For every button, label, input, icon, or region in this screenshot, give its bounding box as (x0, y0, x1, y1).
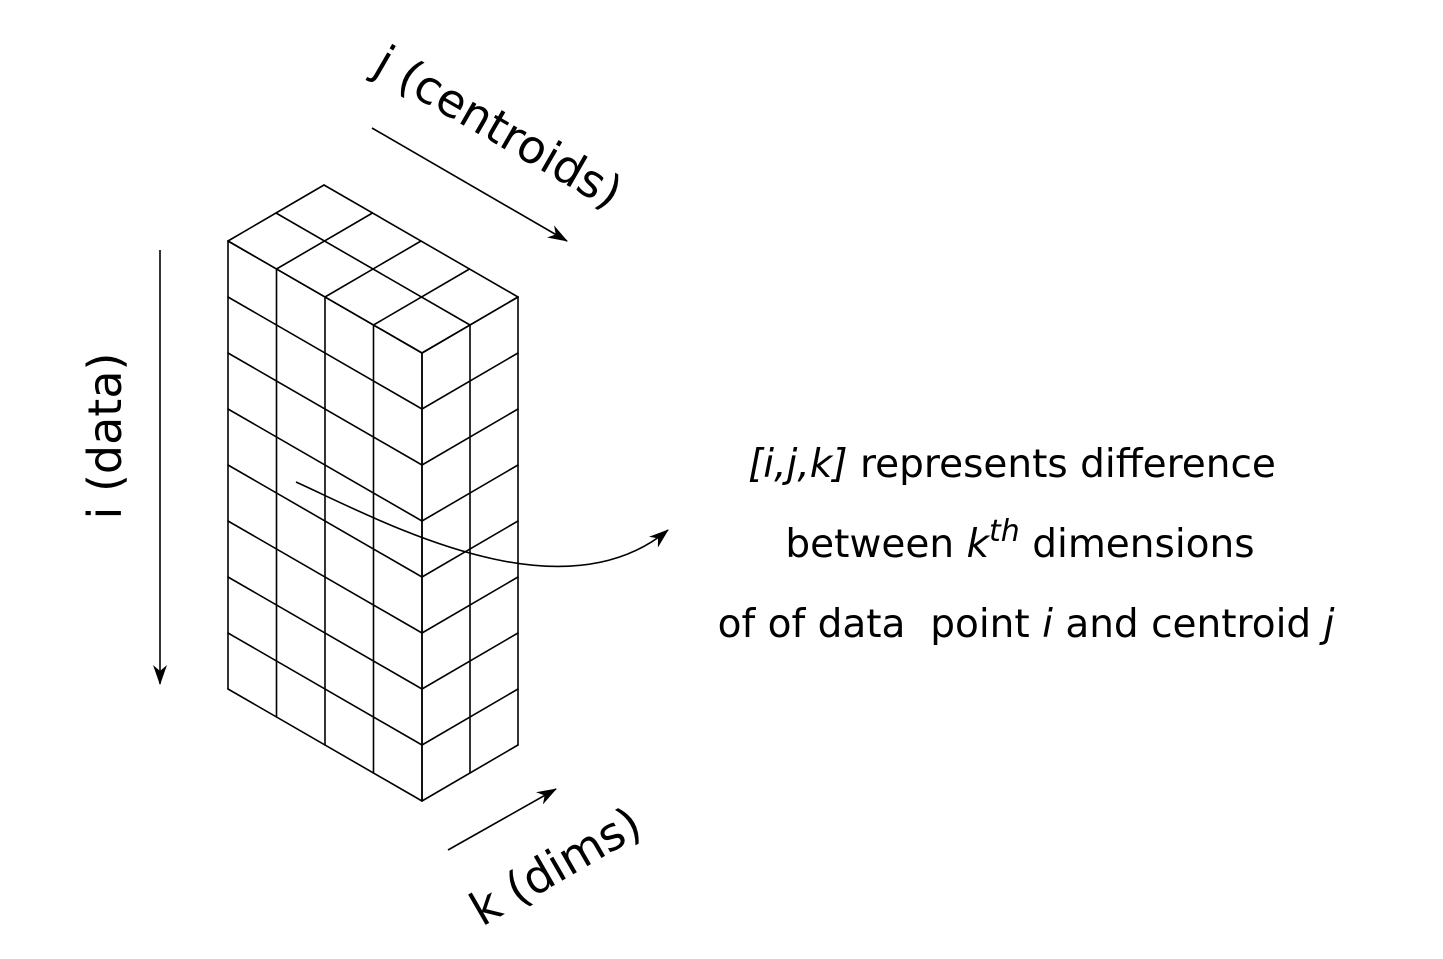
i-axis-label: i (data) (78, 353, 132, 520)
front-face-grid-line (421, 688, 519, 746)
k-axis-label: k (dims) (461, 796, 651, 937)
left-face-grid-line (227, 240, 423, 354)
top-grid-line (323, 184, 519, 298)
description-line-3-pre: of of data point (718, 602, 1042, 647)
left-face-grid-line (227, 464, 423, 578)
front-face-grid-line (421, 464, 519, 522)
callout-arrow (295, 481, 669, 568)
i-symbol: i (1042, 602, 1053, 647)
description-line-1-text: represents difference (848, 442, 1276, 487)
j-axis-arrow (371, 127, 568, 242)
k-symbol: k (966, 522, 990, 567)
top-grid-line (275, 212, 471, 326)
th-superscript: th (989, 514, 1020, 549)
front-face-grid-line (421, 520, 519, 578)
left-face-grid-line (227, 408, 423, 522)
front-face-grid-line (421, 296, 519, 354)
left-face-grid-line (227, 520, 423, 634)
front-face-grid-line (421, 744, 519, 802)
left-face-grid-line (227, 352, 423, 466)
left-face-grid-line (227, 576, 423, 690)
description-line-2: between kth dimensions (785, 514, 1254, 567)
tensor-block (227, 184, 519, 802)
k-axis-arrow (447, 788, 557, 851)
index-triple: [i,j,k] (748, 442, 847, 487)
left-face-grid-line (227, 296, 423, 410)
left-face-grid-line (227, 688, 423, 802)
description-line-1: [i,j,k] represents difference (748, 442, 1276, 487)
front-face-grid-line (421, 576, 519, 634)
description-line-2-post: dimensions (1020, 522, 1255, 567)
left-face-grid-line (227, 632, 423, 746)
description-line-3: of of data point i and centroid j (718, 602, 1335, 647)
j-axis-label: j (centroids) (365, 34, 632, 219)
description-line-2-pre: between (785, 522, 966, 567)
front-face-grid-line (421, 408, 519, 466)
description-line-3-mid: and centroid (1053, 602, 1324, 647)
front-face-grid-line (421, 632, 519, 690)
front-face-grid-line (421, 352, 519, 410)
